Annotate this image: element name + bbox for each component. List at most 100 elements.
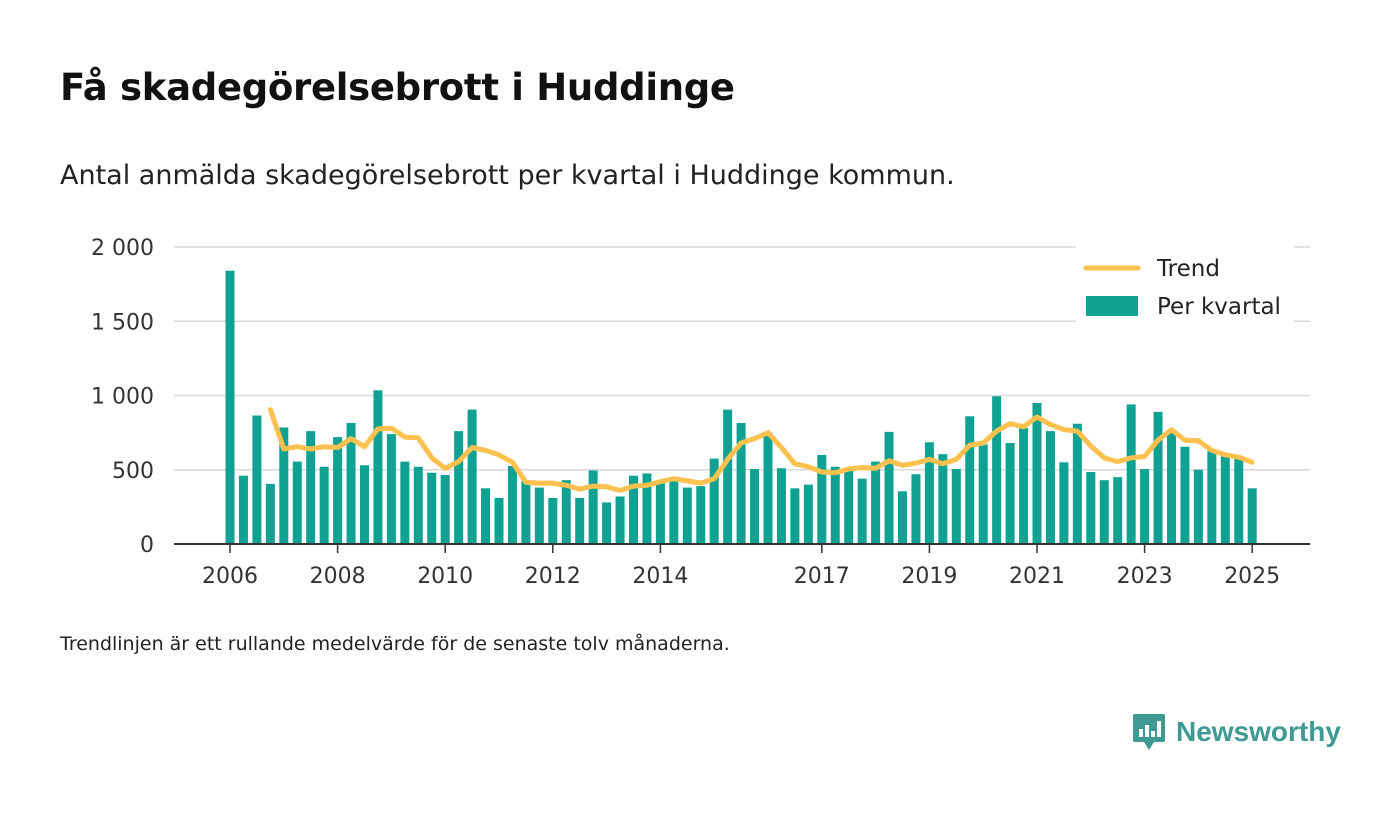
- bar: [790, 488, 800, 544]
- bar: [1005, 443, 1015, 544]
- bar: [857, 478, 867, 544]
- bar: [1207, 451, 1217, 544]
- bar: [709, 458, 719, 544]
- y-tick-label: 1 500: [91, 310, 154, 335]
- bar: [736, 422, 746, 544]
- bar: [360, 465, 369, 544]
- bar: [763, 432, 773, 544]
- chart-footnote: Trendlinjen är ett rullande medelvärde f…: [60, 633, 730, 655]
- bar: [1140, 469, 1150, 544]
- bar: [494, 497, 504, 544]
- bar: [1059, 462, 1069, 544]
- bar: [386, 434, 396, 544]
- bar: [924, 442, 934, 544]
- chart-title: Få skadegörelsebrott i Huddinge: [60, 66, 735, 109]
- bar: [400, 461, 410, 544]
- bar: [884, 431, 894, 544]
- bar: [427, 472, 437, 544]
- bar: [1180, 446, 1190, 544]
- bar: [238, 475, 248, 544]
- y-tick-label: 1 000: [91, 385, 154, 410]
- bar: [992, 396, 1002, 544]
- bar: [507, 466, 517, 544]
- legend: Trend Per kvartal: [1076, 246, 1294, 324]
- newsworthy-logo-icon: [1133, 714, 1165, 750]
- bar: [696, 486, 706, 544]
- bar: [292, 461, 302, 544]
- bar: [938, 454, 948, 544]
- chart-subtitle: Antal anmälda skadegörelsebrott per kvar…: [60, 160, 955, 191]
- bar-series: [225, 270, 1257, 544]
- brand-logo[interactable]: Newsworthy: [1132, 712, 1341, 752]
- y-axis-ticks: 0 500 1 000 1 500 2 000: [91, 236, 154, 558]
- bar: [440, 474, 450, 544]
- legend-trend-label: Trend: [1156, 256, 1220, 282]
- trend-series: [267, 407, 1255, 493]
- bar: [225, 270, 235, 544]
- x-tick-label: 2025: [1224, 564, 1280, 589]
- bar: [682, 487, 692, 544]
- bar: [346, 422, 356, 544]
- bar: [911, 474, 921, 544]
- bar: [750, 469, 760, 544]
- bar: [817, 454, 827, 544]
- bar: [561, 480, 571, 544]
- bar: [588, 470, 598, 544]
- bar: [333, 437, 343, 544]
- bar: [830, 466, 840, 544]
- bar: [776, 468, 786, 544]
- bar: [803, 484, 813, 544]
- bar: [467, 409, 477, 544]
- bar: [951, 469, 961, 544]
- trend-line: [267, 407, 1255, 493]
- bar: [844, 469, 854, 544]
- bar: [521, 480, 531, 544]
- bar: [1220, 456, 1230, 544]
- bar: [723, 409, 733, 544]
- bar: [1072, 423, 1082, 544]
- y-tick-label: 0: [140, 533, 154, 558]
- x-tick-label: 2012: [525, 564, 581, 589]
- x-tick-label: 2021: [1009, 564, 1065, 589]
- legend-bar-swatch: [1086, 296, 1138, 316]
- bar: [1099, 480, 1109, 544]
- bar: [1193, 469, 1203, 544]
- x-tick-label: 2023: [1117, 564, 1173, 589]
- bar: [965, 416, 975, 544]
- bar: [669, 480, 679, 544]
- bar: [319, 466, 329, 544]
- x-tick-label: 2010: [417, 564, 473, 589]
- bar: [575, 497, 585, 544]
- bar: [1045, 431, 1055, 544]
- bar: [1153, 411, 1163, 544]
- bar: [413, 466, 423, 544]
- x-tick-label: 2014: [632, 564, 688, 589]
- x-tick-label: 2017: [794, 564, 850, 589]
- bar: [629, 475, 638, 544]
- bar: [481, 488, 491, 544]
- x-tick-label: 2006: [202, 564, 258, 589]
- bar: [1019, 428, 1029, 544]
- bar: [279, 427, 289, 544]
- brand-name: Newsworthy: [1176, 716, 1341, 747]
- bar: [1167, 430, 1176, 544]
- bar: [1126, 404, 1136, 544]
- bar: [534, 487, 544, 544]
- bar: [1234, 458, 1244, 544]
- bar: [1032, 402, 1042, 544]
- bar: [454, 431, 464, 544]
- bar: [1113, 477, 1123, 544]
- x-axis-ticks: 2006 2008 2010 2012 2014 2017 2019 2021 2023 2025: [202, 544, 1280, 589]
- bar: [898, 491, 907, 544]
- bar: [978, 444, 988, 544]
- bar: [602, 502, 612, 544]
- bar: [548, 497, 558, 544]
- bar: [655, 481, 665, 544]
- bar: [373, 390, 383, 544]
- y-tick-label: 2 000: [91, 236, 154, 261]
- y-tick-label: 500: [112, 459, 154, 484]
- bar: [871, 461, 881, 544]
- bar: [1247, 488, 1257, 544]
- bar: [306, 431, 316, 544]
